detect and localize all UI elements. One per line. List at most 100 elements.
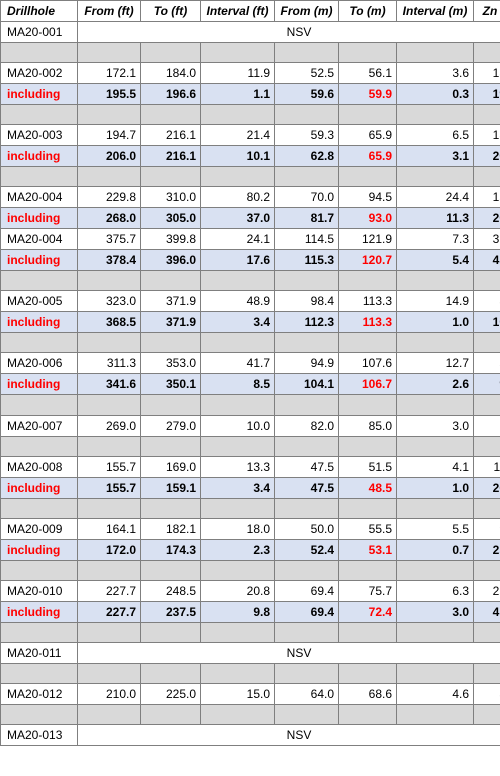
interval-m-cell: 5.5: [396, 517, 474, 540]
from-m-cell: 98.4: [274, 290, 339, 313]
to-ft-cell: 216.1: [140, 124, 201, 147]
zn-pct-cell: 20.9: [473, 145, 500, 168]
spacer-cell: [77, 332, 141, 354]
to-m-cell: 113.3: [338, 311, 397, 334]
spacer-cell: [77, 704, 141, 726]
from-m-cell: 82.0: [274, 414, 339, 437]
spacer-cell: [473, 662, 500, 685]
interval-m-cell: 7.3: [396, 228, 474, 251]
to-ft-cell: 216.1: [140, 145, 201, 168]
interval-ft-cell: 48.9: [200, 290, 275, 313]
spacer-cell: [274, 104, 339, 126]
spacer-cell: [140, 332, 201, 354]
to-m-cell: 65.9: [338, 145, 397, 168]
drillhole-cell: MA20-010: [0, 579, 78, 602]
header-row: Drillhole From (ft) To (ft) Interval (ft…: [0, 0, 500, 22]
interval-m-cell: 1.0: [396, 311, 474, 334]
header-drillhole: Drillhole: [0, 0, 78, 22]
zn-pct-cell: 13.0: [473, 124, 500, 147]
spacer-cell: [396, 104, 474, 126]
spacer-cell: [274, 662, 339, 685]
spacer-cell: [338, 497, 397, 519]
spacer-cell: [396, 559, 474, 581]
to-ft-cell: 279.0: [140, 414, 201, 437]
spacer-cell: [274, 166, 339, 188]
zn-pct-cell: 41.1: [473, 600, 500, 623]
spacer-cell: [0, 166, 78, 188]
interval-ft-cell: 3.4: [200, 311, 275, 334]
from-ft-cell: 375.7: [77, 228, 141, 251]
spacer-cell: [140, 559, 201, 581]
drillhole-cell: including: [0, 145, 78, 168]
interval-ft-cell: 1.1: [200, 83, 275, 106]
zn-pct-cell: 25.9: [473, 538, 500, 561]
to-m-cell: 65.9: [338, 124, 397, 147]
spacer-row: [0, 332, 500, 354]
from-ft-cell: 155.7: [77, 455, 141, 478]
spacer-cell: [0, 621, 78, 643]
spacer-cell: [200, 270, 275, 292]
spacer-row: [0, 704, 500, 726]
to-ft-cell: 248.5: [140, 579, 201, 602]
to-m-cell: 59.9: [338, 83, 397, 106]
to-m-cell: 72.4: [338, 600, 397, 623]
spacer-cell: [396, 435, 474, 457]
spacer-cell: [396, 662, 474, 685]
spacer-cell: [0, 104, 78, 126]
spacer-cell: [200, 104, 275, 126]
spacer-cell: [140, 621, 201, 643]
to-m-cell: 75.7: [338, 579, 397, 602]
from-m-cell: 62.8: [274, 145, 339, 168]
interval-ft-cell: 11.9: [200, 62, 275, 85]
interval-ft-cell: 17.6: [200, 249, 275, 272]
from-ft-cell: 268.0: [77, 207, 141, 230]
interval-ft-cell: 80.2: [200, 186, 275, 209]
interval-m-cell: 2.6: [396, 373, 474, 396]
drillhole-cell: including: [0, 373, 78, 396]
spacer-cell: [473, 332, 500, 354]
spacer-cell: [274, 41, 339, 64]
spacer-cell: [473, 435, 500, 457]
spacer-cell: [77, 497, 141, 519]
spacer-cell: [396, 621, 474, 643]
from-m-cell: 64.0: [274, 683, 339, 706]
spacer-cell: [473, 394, 500, 416]
interval-m-cell: 24.4: [396, 186, 474, 209]
spacer-cell: [200, 166, 275, 188]
table-row: MA20-011 NSV: [0, 641, 500, 664]
interval-m-cell: 3.1: [396, 145, 474, 168]
zn-pct-cell: 15.6: [473, 186, 500, 209]
from-ft-cell: 195.5: [77, 83, 141, 106]
spacer-cell: [473, 704, 500, 726]
spacer-row: [0, 394, 500, 416]
spacer-cell: [396, 394, 474, 416]
drillhole-cell: including: [0, 538, 78, 561]
spacer-cell: [0, 41, 78, 64]
drillhole-cell: MA20-001: [0, 21, 78, 43]
interval-m-cell: 3.0: [396, 414, 474, 437]
spacer-cell: [140, 497, 201, 519]
from-ft-cell: 194.7: [77, 124, 141, 147]
spacer-cell: [77, 166, 141, 188]
from-m-cell: 69.4: [274, 579, 339, 602]
from-ft-cell: 378.4: [77, 249, 141, 272]
drillhole-cell: MA20-004: [0, 228, 78, 251]
spacer-cell: [473, 621, 500, 643]
zn-pct-cell: 9.2: [473, 373, 500, 396]
spacer-cell: [77, 270, 141, 292]
spacer-row: [0, 662, 500, 685]
to-ft-cell: 399.8: [140, 228, 201, 251]
spacer-cell: [338, 166, 397, 188]
spacer-cell: [338, 435, 397, 457]
to-ft-cell: 184.0: [140, 62, 201, 85]
from-ft-cell: 172.0: [77, 538, 141, 561]
drillhole-cell: including: [0, 249, 78, 272]
from-m-cell: 52.4: [274, 538, 339, 561]
from-m-cell: 104.1: [274, 373, 339, 396]
table-body: MA20-001 NSV MA20-002 172.1 184.0 11.9 52.5 56.…: [0, 21, 500, 747]
spacer-cell: [200, 41, 275, 64]
spacer-cell: [473, 104, 500, 126]
spacer-cell: [338, 621, 397, 643]
